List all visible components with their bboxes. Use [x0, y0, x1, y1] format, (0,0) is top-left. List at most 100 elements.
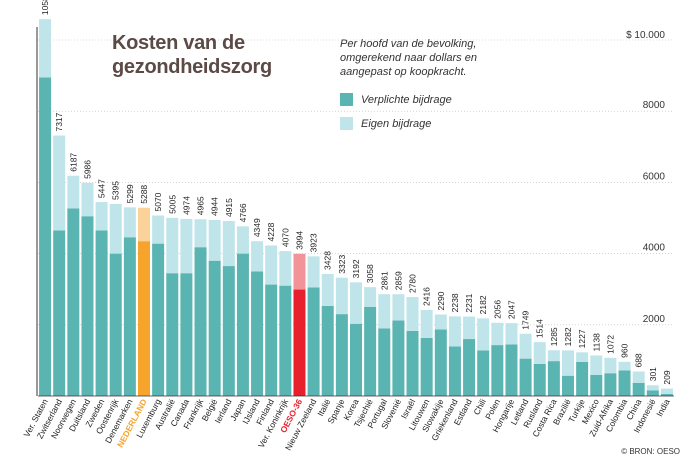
bar-verplicht-44 — [660, 393, 673, 396]
bar-eigen-38 — [576, 352, 589, 362]
bar-eigen-22 — [350, 282, 362, 324]
bar-eigen-33 — [505, 323, 518, 345]
bar-eigen-16 — [265, 245, 278, 285]
value-label-8: 5070 — [153, 192, 163, 211]
legend: Verplichte bijdrage Eigen bijdrage — [340, 93, 452, 141]
bar-eigen-8 — [152, 215, 165, 244]
bar-eigen-36 — [547, 350, 560, 362]
value-label-30: 2231 — [464, 293, 474, 312]
bar-verplicht-23 — [364, 307, 377, 396]
bar-eigen-27 — [420, 309, 433, 338]
bar-eigen-30 — [463, 316, 476, 340]
value-label-29: 2238 — [450, 293, 460, 312]
chart-subtitle-line-2: omgerekend naar dollars en — [340, 52, 477, 64]
bar-verplicht-32 — [491, 345, 504, 396]
bar-verplicht-15 — [251, 271, 264, 396]
category-label-44: India — [654, 397, 672, 418]
y-tick-label-6000: 6000 — [643, 171, 666, 182]
value-label-27: 2416 — [422, 287, 432, 306]
bar-verplicht-18 — [293, 289, 306, 396]
value-label-34: 1749 — [521, 311, 531, 330]
bar-eigen-40 — [604, 357, 617, 374]
source-note: © BRON: OESO — [621, 447, 680, 456]
bar-eigen-23 — [364, 287, 377, 307]
bar-eigen-13 — [222, 221, 235, 267]
bar-eigen-1 — [53, 135, 66, 231]
value-label-14: 4766 — [238, 203, 248, 222]
value-label-12: 4944 — [210, 197, 220, 216]
chart-subtitle-line-1: Per hoofd van de bevolking, — [340, 38, 477, 50]
value-label-44: 209 — [662, 370, 672, 384]
chart-subtitle-line-3: aangepast op koopkracht. — [340, 66, 467, 78]
bar-eigen-28 — [434, 314, 447, 330]
value-label-21: 3323 — [337, 255, 347, 274]
bar-eigen-25 — [392, 294, 405, 321]
bar-eigen-15 — [251, 241, 264, 272]
value-label-25: 2859 — [393, 271, 403, 290]
bar-verplicht-7 — [138, 241, 150, 396]
bar-eigen-20 — [321, 273, 334, 306]
bar-verplicht-37 — [562, 375, 574, 396]
bar-verplicht-29 — [448, 346, 461, 396]
legend-swatch-verplicht — [340, 93, 353, 106]
value-label-41: 960 — [620, 343, 630, 357]
bar-verplicht-19 — [307, 287, 320, 396]
value-label-6: 5299 — [125, 184, 135, 203]
bar-verplicht-20 — [321, 305, 334, 396]
bar-eigen-14 — [236, 226, 249, 254]
bar-verplicht-28 — [434, 329, 447, 396]
value-label-9: 5005 — [167, 195, 177, 214]
value-label-38: 1227 — [577, 329, 587, 348]
bar-eigen-31 — [477, 318, 490, 351]
bar-verplicht-12 — [208, 260, 221, 396]
bar-verplicht-8 — [152, 243, 165, 396]
value-label-26: 2780 — [408, 274, 418, 293]
bar-verplicht-17 — [279, 285, 292, 396]
value-label-15: 4349 — [252, 218, 262, 237]
legend-label-eigen: Eigen bijdrage — [361, 117, 432, 130]
bar-verplicht-10 — [180, 273, 193, 396]
value-label-28: 2290 — [436, 291, 446, 310]
bar-verplicht-27 — [420, 337, 433, 396]
chart-title-line-2: gezondheidszorg — [112, 56, 272, 78]
value-label-32: 2056 — [492, 300, 502, 319]
value-label-39: 1138 — [591, 333, 601, 352]
bar-eigen-0 — [39, 19, 52, 78]
y-tick-label-10000: $ 10.000 — [626, 30, 665, 41]
value-label-19: 3923 — [309, 233, 319, 252]
value-label-36: 1285 — [549, 327, 559, 346]
bar-eigen-2 — [67, 175, 80, 209]
bar-eigen-29 — [448, 316, 461, 347]
value-label-31: 2182 — [478, 295, 488, 314]
bar-eigen-37 — [562, 350, 574, 376]
bar-eigen-26 — [406, 297, 419, 331]
y-tick-label-8000: 8000 — [643, 100, 666, 111]
value-label-43: 301 — [648, 367, 658, 381]
bar-eigen-11 — [194, 219, 207, 248]
value-label-4: 5447 — [97, 179, 107, 198]
bar-verplicht-36 — [547, 361, 560, 396]
bar-verplicht-13 — [222, 266, 235, 396]
bar-eigen-43 — [646, 385, 659, 391]
bar-verplicht-39 — [590, 374, 603, 396]
value-label-13: 4915 — [224, 198, 234, 217]
chart-title: Kosten van de gezondheidszorg — [112, 31, 342, 79]
bar-eigen-12 — [208, 219, 221, 261]
bar-eigen-5 — [109, 203, 122, 254]
value-label-2: 6187 — [68, 153, 78, 172]
bar-eigen-4 — [95, 202, 108, 231]
bar-eigen-24 — [378, 294, 391, 329]
bar-eigen-10 — [180, 218, 193, 274]
bar-verplicht-42 — [632, 382, 645, 396]
bar-eigen-3 — [81, 182, 94, 217]
bar-verplicht-41 — [618, 370, 631, 396]
value-label-5: 5395 — [111, 181, 121, 200]
value-label-33: 2047 — [506, 300, 516, 319]
bar-verplicht-40 — [604, 373, 617, 396]
legend-item-verplicht: Verplichte bijdrage — [340, 93, 452, 106]
bar-eigen-42 — [632, 371, 645, 383]
chart-title-line-1: Kosten van de — [112, 32, 245, 54]
value-label-11: 4965 — [196, 196, 206, 215]
